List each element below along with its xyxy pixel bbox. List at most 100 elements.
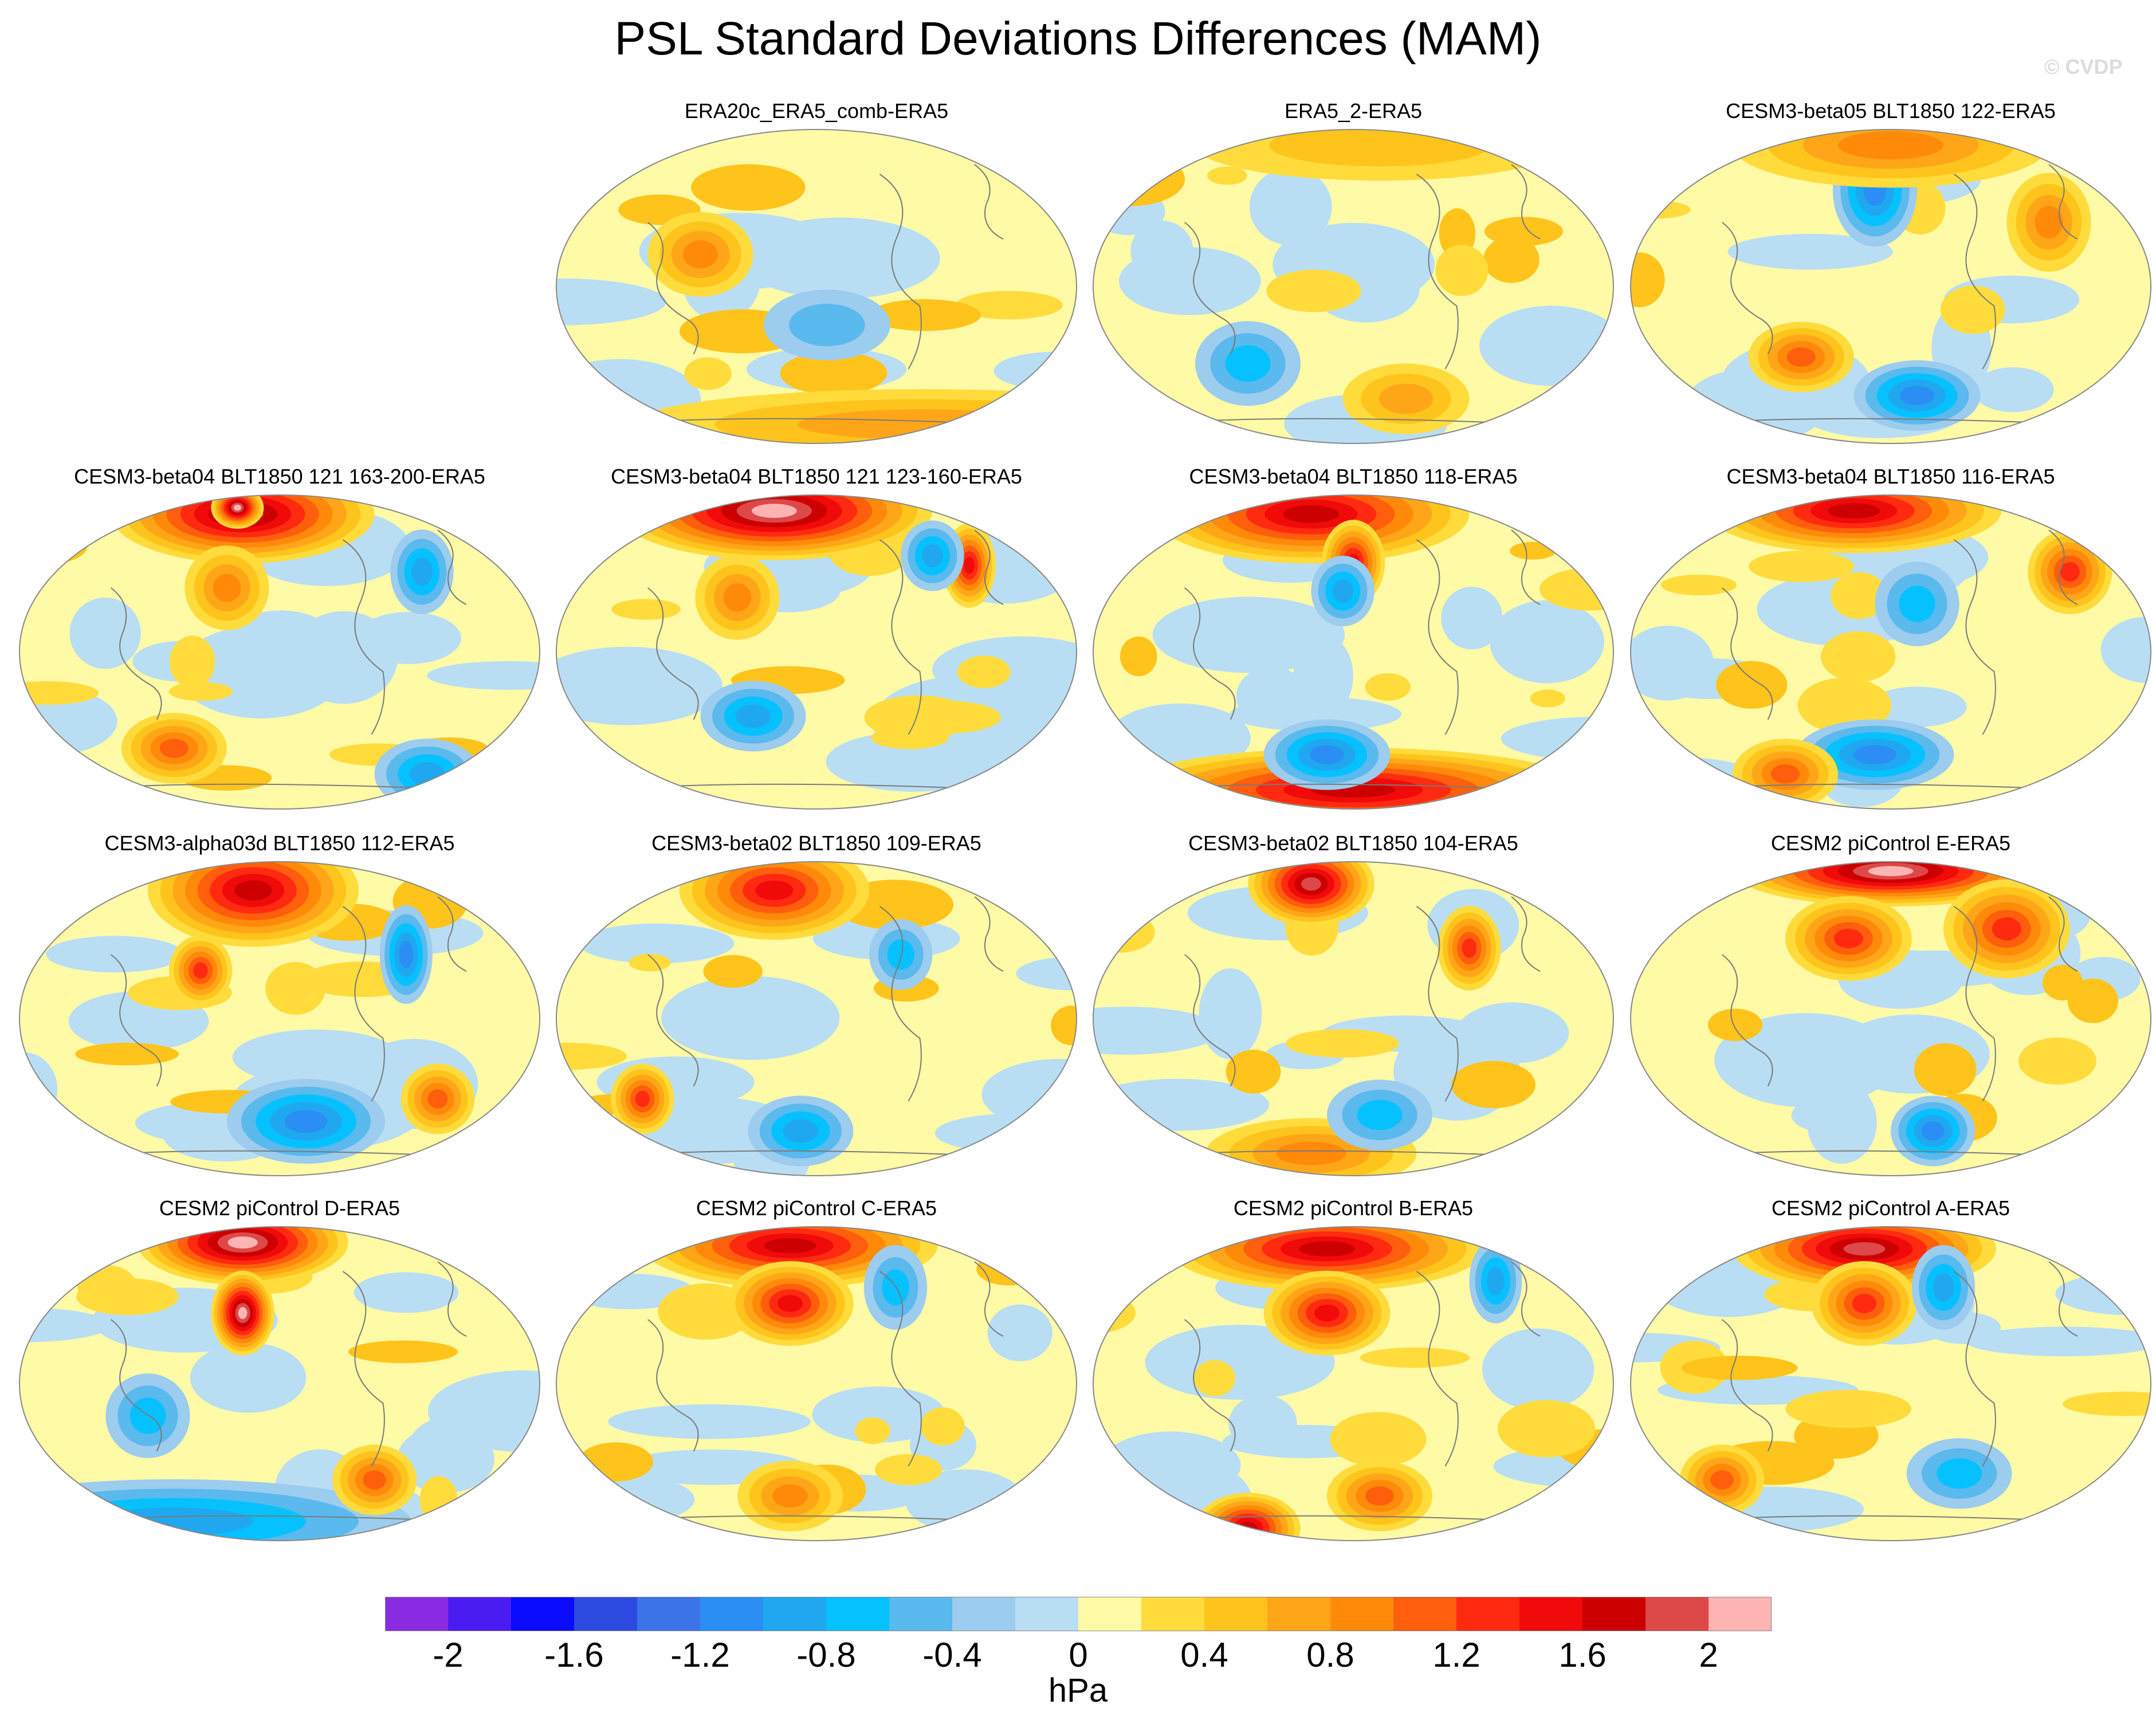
colorbar-swatch	[1646, 1597, 1709, 1631]
map-field	[1093, 1226, 1614, 1541]
map-panel: CESM2 piControl A-ERA5	[1621, 1196, 2156, 1562]
map-border	[1093, 861, 1614, 1176]
panel-title: CESM3-beta02 BLT1850 104-ERA5	[1188, 831, 1518, 855]
anomaly-patch	[427, 661, 540, 690]
map-panel: CESM3-beta02 BLT1850 104-ERA5	[1084, 831, 1623, 1197]
anomaly-contour	[1899, 586, 1935, 622]
map-field	[1093, 494, 1614, 810]
anomaly-patch	[1914, 1043, 1977, 1096]
map-panel: CESM2 piControl C-ERA5	[547, 1196, 1086, 1562]
map-panel: CESM3-alpha03d BLT1850 112-ERA5	[10, 831, 549, 1197]
anomaly-patch	[1330, 1412, 1427, 1467]
coastline	[1679, 896, 2082, 1157]
anomaly-contour	[1379, 383, 1434, 414]
anomaly-patch	[289, 611, 398, 704]
anomaly-patch	[1631, 252, 1665, 308]
anomaly-patch	[265, 962, 326, 1015]
anomaly-patch	[69, 597, 141, 669]
anomaly-patch	[2042, 964, 2083, 1001]
anomaly-contour	[1899, 386, 1935, 406]
anomaly-patch	[661, 976, 840, 1061]
anomaly-patch	[1972, 367, 2054, 413]
anomaly-contour	[1868, 866, 1914, 877]
colorbar-swatch	[952, 1597, 1016, 1631]
anomaly-contour	[427, 1089, 448, 1109]
colorbar-swatch	[1393, 1597, 1457, 1631]
coastline	[1679, 529, 2082, 791]
anomaly-contour	[751, 504, 797, 518]
anomaly-patch	[1540, 568, 1613, 611]
anomaly-patch	[1821, 631, 1896, 682]
colorbar-swatch	[1709, 1597, 1772, 1631]
anomaly-patch	[578, 1442, 654, 1482]
copyright-label: © CVDP	[2044, 55, 2123, 78]
anomaly-patch	[703, 955, 763, 988]
anomaly-contour	[1710, 1470, 1734, 1490]
anomaly-patch	[1249, 167, 1332, 246]
map-border	[1093, 494, 1614, 810]
anomaly-patch	[1228, 1395, 1297, 1453]
anomaly-patch	[1482, 1328, 1595, 1411]
map-field	[1093, 861, 1614, 1176]
anomaly-contour	[2035, 206, 2063, 239]
colorbar-tick-label: -1.6	[544, 1636, 604, 1674]
anomaly-patch	[190, 1342, 307, 1413]
anomaly-patch	[2063, 1391, 2151, 1416]
map-border	[1630, 129, 2151, 444]
coastline	[1679, 1261, 2082, 1522]
anomaly-contour	[363, 1470, 386, 1490]
anomaly-patch	[1509, 541, 1557, 560]
map-border	[1630, 861, 2151, 1176]
anomaly-contour	[409, 762, 445, 786]
map-panel: CESM3-beta04 BLT1850 118-ERA5	[1084, 464, 1623, 831]
anomaly-patch	[419, 1476, 458, 1524]
coastline	[605, 1261, 1007, 1522]
anomaly-patch	[396, 1425, 495, 1493]
colorbar-swatch	[1582, 1597, 1646, 1631]
anomaly-patch	[1490, 600, 1604, 684]
panel-title: CESM3-beta04 BLT1850 121 123-160-ERA5	[611, 465, 1022, 488]
colorbar	[385, 1597, 1772, 1631]
anomaly-patch	[1749, 551, 1854, 582]
anomaly-contour	[735, 704, 771, 728]
coastline	[1142, 529, 1544, 791]
anomaly-contour	[233, 504, 241, 511]
anomaly-patch	[1093, 770, 1138, 798]
colorbar-units-label: hPa	[1048, 1672, 1108, 1709]
anomaly-patch	[812, 1386, 946, 1443]
anomaly-contour	[238, 1307, 248, 1319]
colorbar-swatch	[637, 1597, 701, 1631]
panel-title: CESM2 piControl B-ERA5	[1233, 1196, 1474, 1220]
map-border	[19, 1226, 540, 1541]
anomaly-contour	[1238, 1522, 1258, 1534]
anomaly-patch	[611, 599, 681, 620]
anomaly-patch	[629, 953, 671, 972]
colorbar-swatch	[1330, 1597, 1394, 1631]
anomaly-patch	[1631, 1493, 1671, 1526]
anomaly-patch	[556, 646, 722, 725]
anomaly-contour	[1852, 1293, 1877, 1314]
colorbar-tick-label: 0.4	[1180, 1636, 1228, 1674]
map-field	[1630, 1226, 2151, 1541]
map-panel: CESM2 piControl B-ERA5	[1084, 1196, 1623, 1562]
panel-title: ERA5_2-ERA5	[1284, 99, 1423, 123]
anomaly-contour	[399, 941, 414, 968]
colorbar-tick-label: 0.8	[1306, 1636, 1354, 1674]
anomaly-contour	[193, 962, 208, 979]
anomaly-patch	[556, 1042, 627, 1070]
anomaly-contour	[95, 1507, 253, 1536]
anomaly-contour	[789, 304, 865, 347]
map-field	[556, 494, 1077, 810]
panel-title: CESM3-beta04 BLT1850 116-ERA5	[1726, 465, 2055, 488]
anomaly-contour	[887, 939, 914, 970]
colorbar-swatch	[763, 1597, 827, 1631]
anomaly-contour	[1770, 764, 1800, 784]
anomaly-patch	[780, 351, 887, 395]
anomaly-patch	[1516, 326, 1613, 355]
anomaly-patch	[1451, 1061, 1536, 1109]
map-border	[556, 861, 1077, 1176]
anomaly-patch	[1727, 234, 1893, 270]
anomaly-contour	[234, 880, 272, 901]
anomaly-patch	[1130, 221, 1193, 282]
panel-title: ERA20c_ERA5_comb-ERA5	[684, 99, 949, 123]
